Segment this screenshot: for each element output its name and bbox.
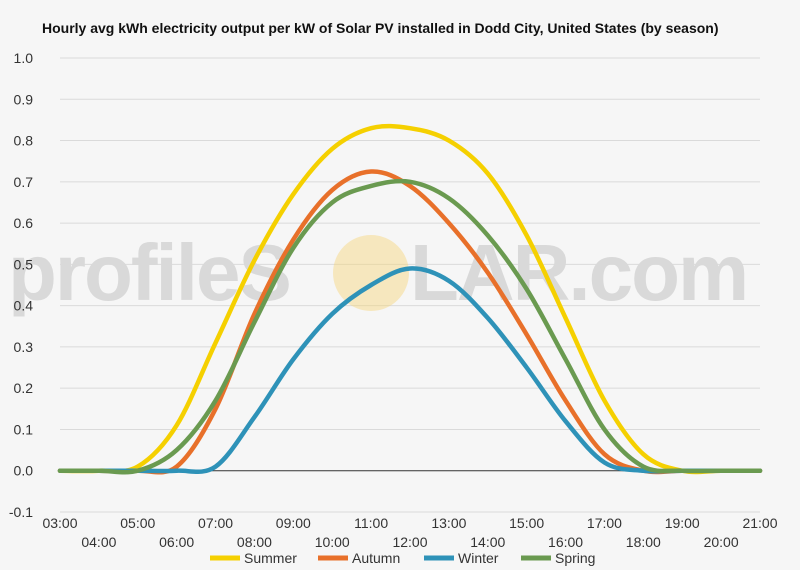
y-tick-label: 1.0 — [14, 50, 34, 66]
x-tick-label: 04:00 — [81, 534, 116, 550]
legend[interactable]: Summer Autumn Winter Spring — [210, 550, 595, 566]
y-tick-label: -0.1 — [9, 504, 33, 520]
watermark-text-right: LAR.com — [410, 228, 747, 317]
y-tick-label: 0.8 — [14, 133, 34, 149]
legend-label: Spring — [555, 550, 595, 566]
x-tick-label: 18:00 — [626, 534, 661, 550]
y-axis: -0.1 0.0 0.1 0.2 0.3 0.4 0.5 0.6 0.7 0.8 0.9 1.0 — [9, 50, 33, 520]
y-tick-label: 0.4 — [14, 298, 34, 314]
x-tick-label: 11:00 — [354, 515, 388, 531]
x-tick-label: 03:00 — [42, 515, 77, 531]
x-tick-label: 15:00 — [509, 515, 544, 531]
x-tick-label: 17:00 — [587, 515, 622, 531]
x-tick-label: 12:00 — [392, 534, 427, 550]
legend-item-summer[interactable]: Summer — [210, 550, 297, 566]
watermark-text-left: profileS — [8, 228, 290, 317]
y-tick-label: 0.5 — [14, 256, 34, 272]
y-tick-label: 0.0 — [14, 463, 34, 479]
x-tick-label: 13:00 — [431, 515, 466, 531]
series-layer — [57, 123, 763, 475]
x-tick-label: 14:00 — [470, 534, 505, 550]
watermark-sun-icon — [333, 235, 409, 311]
x-tick-label: 19:00 — [665, 515, 700, 531]
series-line-summer — [57, 123, 763, 475]
series-line-autumn — [57, 169, 763, 475]
y-tick-label: 0.9 — [14, 91, 34, 107]
y-tick-label: 0.6 — [14, 215, 34, 231]
x-tick-label: 09:00 — [276, 515, 311, 531]
chart-title: Hourly avg kWh electricity output per kW… — [42, 20, 719, 36]
y-tick-label: 0.1 — [14, 421, 34, 437]
x-tick-label: 16:00 — [548, 534, 583, 550]
legend-item-winter[interactable]: Winter — [424, 550, 499, 566]
y-tick-label: 0.3 — [14, 339, 34, 355]
series-line-spring — [57, 178, 763, 475]
x-tick-label: 06:00 — [159, 534, 194, 550]
watermark: profileS LAR.com — [8, 228, 749, 317]
x-tick-label: 21:00 — [742, 515, 777, 531]
x-tick-label: 10:00 — [315, 534, 350, 550]
x-tick-label: 08:00 — [237, 534, 272, 550]
series-line-winter — [57, 266, 763, 475]
x-tick-label: 20:00 — [704, 534, 739, 550]
x-axis: 03:0004:0005:0006:0007:0008:0009:0010:00… — [42, 515, 777, 550]
y-tick-label: 0.7 — [14, 174, 34, 190]
legend-item-spring[interactable]: Spring — [521, 550, 595, 566]
x-tick-label: 07:00 — [198, 515, 233, 531]
legend-label: Autumn — [352, 550, 400, 566]
y-tick-label: 0.2 — [14, 380, 34, 396]
x-tick-label: 05:00 — [120, 515, 155, 531]
legend-label: Summer — [244, 550, 297, 566]
legend-label: Winter — [458, 550, 499, 566]
legend-item-autumn[interactable]: Autumn — [318, 550, 400, 566]
